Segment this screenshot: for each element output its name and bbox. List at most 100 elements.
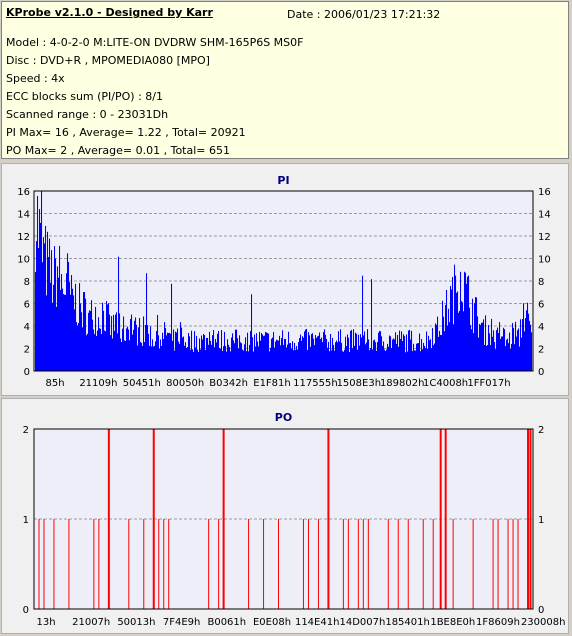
pi-bar [472, 298, 474, 371]
pi-bar [220, 348, 222, 371]
po-series [38, 429, 532, 609]
pi-bar [302, 336, 304, 371]
model-line: Model : 4-0-2-0 M:LITE-ON DVDRW SHM-165P… [6, 36, 304, 49]
pi-bar [58, 277, 60, 371]
pi-bar [206, 337, 208, 371]
pi-bar [67, 253, 69, 371]
pi-bar [224, 331, 226, 371]
pi-bar [226, 351, 228, 371]
pi-bar [502, 336, 504, 371]
pi-bar [92, 319, 94, 371]
po-x-tick: 1F8609h [476, 617, 520, 628]
pi-bar [229, 347, 231, 371]
pi-bar [491, 318, 493, 371]
pi-bar [201, 335, 203, 371]
pi-bar [382, 345, 384, 371]
pi-bar [173, 329, 175, 371]
pi-bar [98, 317, 100, 371]
pi-bar [134, 320, 136, 371]
pi-bar [152, 339, 154, 371]
pi-bar [55, 258, 57, 371]
pi-bar [416, 343, 418, 371]
pi-bar [307, 349, 309, 371]
pi-bar [490, 345, 492, 371]
pi-bar [163, 338, 165, 371]
pi-bar [521, 337, 523, 371]
pi-bar [410, 339, 412, 371]
pi-bar [300, 334, 302, 371]
pi-bar [341, 342, 343, 371]
pi-bar [404, 336, 406, 371]
pi-bar [497, 327, 499, 371]
pi-bar [150, 326, 152, 371]
pi-bar [267, 333, 269, 371]
pi-bar [487, 345, 489, 371]
pi-bar [301, 340, 303, 371]
pi-bar [208, 344, 210, 371]
pi-bar [257, 341, 259, 371]
pi-bar [440, 334, 442, 371]
pi-bar [213, 329, 215, 371]
pi-bar [488, 325, 490, 371]
pi-bar [137, 345, 139, 371]
pi-y-tick-left: 2 [24, 345, 30, 356]
pi-x-tick: 85h [45, 378, 64, 389]
pi-bar [172, 340, 174, 371]
pi-bar [315, 335, 317, 371]
pi-bar [202, 339, 204, 371]
pi-bar [64, 294, 66, 371]
pi-bar [255, 346, 257, 371]
pi-bar [126, 328, 128, 371]
pi-bar [423, 342, 425, 371]
pi-y-tick-right: 0 [538, 367, 544, 378]
pi-bar [484, 344, 486, 371]
pi-bar [72, 288, 74, 371]
pi-bar [200, 349, 202, 371]
pi-bar [230, 351, 232, 371]
pi-bar [466, 283, 468, 371]
pi-bar [105, 331, 107, 371]
pi-bar [242, 349, 244, 371]
pi-bar [477, 316, 479, 371]
pi-bar [133, 329, 135, 371]
pi-bar [256, 333, 258, 371]
pi-bar [459, 310, 461, 371]
pi-bar [275, 341, 277, 371]
pi-bar [324, 329, 326, 371]
pi-bar [271, 338, 273, 371]
pi-bar [350, 330, 352, 371]
pi-bar [374, 339, 376, 371]
pi-bar [214, 347, 216, 371]
pi-bar [232, 333, 234, 371]
pi-bar [99, 328, 101, 371]
pi-bar [279, 335, 281, 371]
pi-bar [480, 324, 482, 371]
pi-bar [131, 314, 133, 371]
pi-bar [205, 350, 207, 371]
pi-bar [39, 209, 41, 371]
pi-bar [51, 250, 53, 371]
pi-summary-line: PI Max= 16 , Average= 1.22 , Total= 2092… [6, 126, 246, 139]
pi-bar [46, 295, 48, 371]
pi-bar [192, 349, 194, 371]
pi-bar [284, 338, 286, 371]
pi-bar [143, 316, 145, 371]
pi-bar [418, 343, 420, 371]
pi-bar [246, 351, 248, 371]
pi-bar [306, 328, 308, 371]
pi-bar [101, 333, 103, 371]
pi-bar [280, 345, 282, 371]
pi-bar [351, 329, 353, 371]
pi-bar [469, 307, 471, 371]
pi-bar [118, 256, 120, 371]
pi-bar [288, 331, 290, 371]
pi-bar [161, 345, 163, 371]
pi-bar [406, 334, 408, 371]
pi-chart: PI 0 0 2 2 4 4 6 6 8 8 10 10 12 12 14 14 16 16 85h 21109h 504… [17, 174, 550, 389]
pi-bar [43, 237, 45, 371]
pi-bar [269, 351, 271, 371]
pi-bar [219, 347, 221, 371]
pi-bar [454, 264, 456, 371]
info-panel: KProbe v2.1.0 - Designed by Karr Date : … [1, 1, 569, 159]
pi-bar [530, 324, 532, 371]
